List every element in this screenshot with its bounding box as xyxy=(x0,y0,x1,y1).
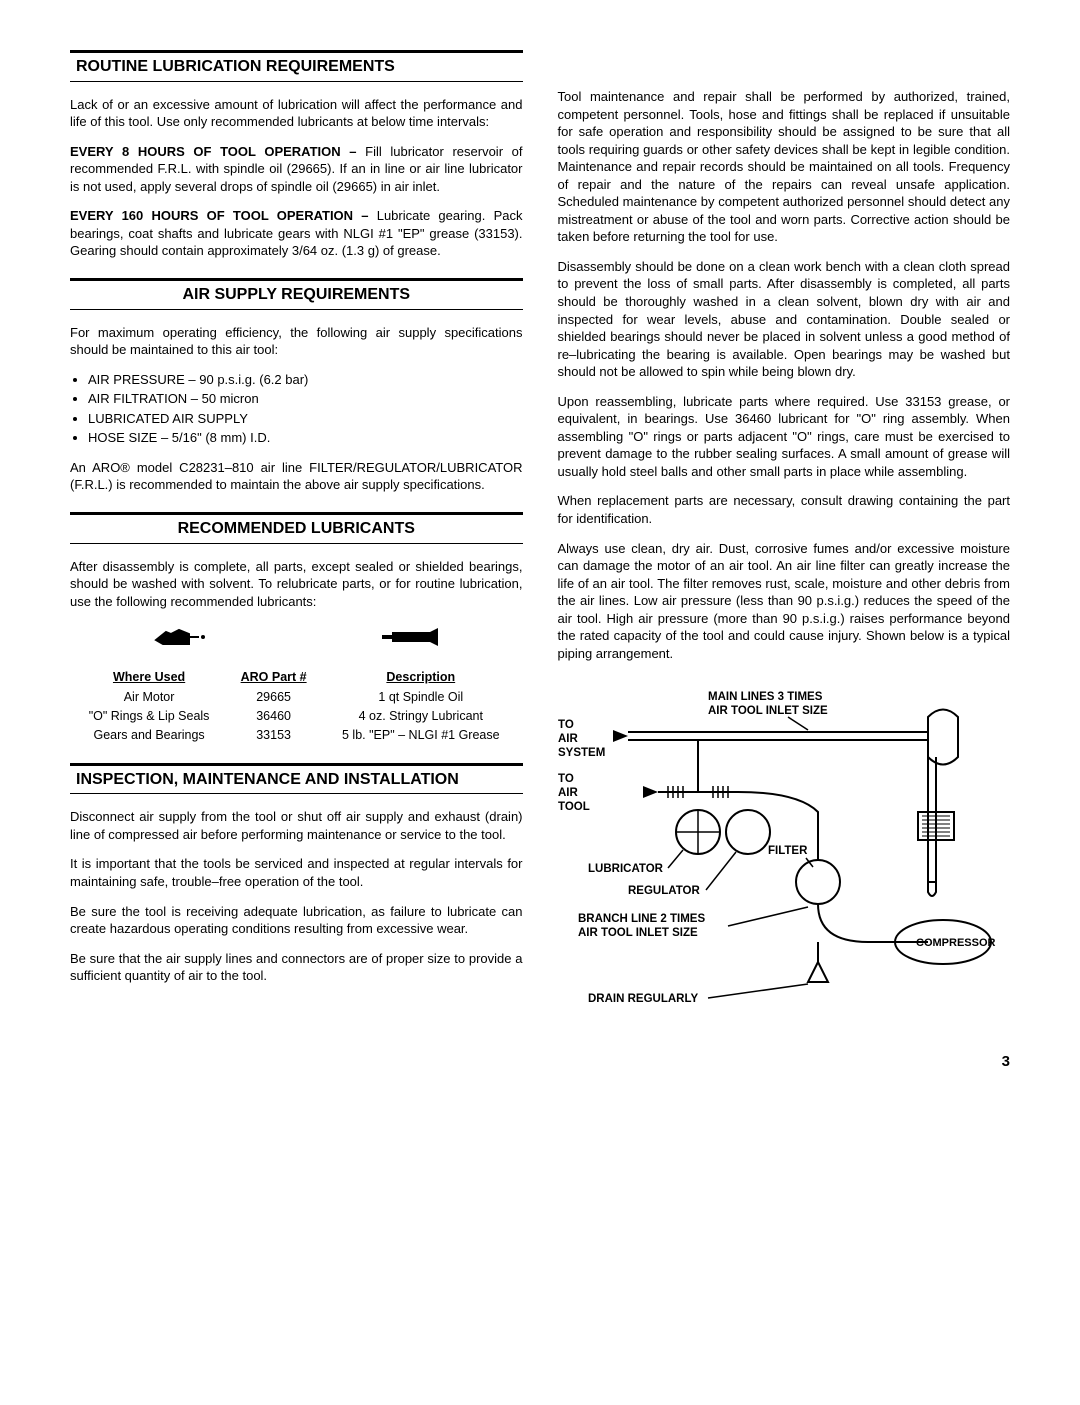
svg-text:AIR: AIR xyxy=(558,733,579,745)
lub-td: 1 qt Spindle Oil xyxy=(319,688,522,707)
lub-icons-row xyxy=(70,622,523,661)
air-bullets: AIR PRESSURE – 90 p.s.i.g. (6.2 bar) AIR… xyxy=(70,371,523,447)
lub-td: "O" Rings & Lip Seals xyxy=(70,707,228,726)
inspect-p1: Disconnect air supply from the tool or s… xyxy=(70,808,523,843)
svg-text:COMPRESSOR: COMPRESSOR xyxy=(916,937,996,949)
svg-text:TO: TO xyxy=(558,719,574,731)
air-bullet: AIR PRESSURE – 90 p.s.i.g. (6.2 bar) xyxy=(88,371,523,389)
diagram-label-mainlines: MAIN LINES 3 TIMES xyxy=(708,691,823,703)
lub-table: Where Used ARO Part # Description Air Mo… xyxy=(70,667,523,745)
svg-text:DRAIN REGULARLY: DRAIN REGULARLY xyxy=(588,993,698,1005)
routine-heading: ROUTINE LUBRICATION REQUIREMENTS xyxy=(70,50,523,82)
air-p2: An ARO® model C28231–810 air line FILTER… xyxy=(70,459,523,494)
lub-td: Air Motor xyxy=(70,688,228,707)
svg-text:BRANCH LINE 2 TIMES: BRANCH LINE 2 TIMES xyxy=(578,913,705,925)
lub-td: Gears and Bearings xyxy=(70,726,228,745)
right-p3: Upon reassembling, lubricate parts where… xyxy=(558,393,1011,481)
inspect-heading: INSPECTION, MAINTENANCE AND INSTALLATION xyxy=(70,763,523,795)
lub-td: 36460 xyxy=(228,707,319,726)
svg-text:AIR TOOL INLET SIZE: AIR TOOL INLET SIZE xyxy=(578,927,698,939)
lub-th: Where Used xyxy=(70,667,228,688)
inspect-p2: It is important that the tools be servic… xyxy=(70,855,523,890)
routine-p3-bold: EVERY 160 HOURS OF TOOL OPERATION – xyxy=(70,208,369,223)
inspect-p3: Be sure the tool is receiving adequate l… xyxy=(70,903,523,938)
table-row: Gears and Bearings 33153 5 lb. "EP" – NL… xyxy=(70,726,523,745)
svg-text:AIR TOOL INLET SIZE: AIR TOOL INLET SIZE xyxy=(708,705,828,717)
grease-gun-icon xyxy=(372,622,442,661)
routine-p2: EVERY 8 HOURS OF TOOL OPERATION – Fill l… xyxy=(70,143,523,196)
table-row: "O" Rings & Lip Seals 36460 4 oz. String… xyxy=(70,707,523,726)
svg-text:AIR: AIR xyxy=(558,787,579,799)
lub-th: ARO Part # xyxy=(228,667,319,688)
piping-diagram-svg: MAIN LINES 3 TIMES AIR TOOL INLET SIZE T… xyxy=(558,682,998,1022)
lub-td: 29665 xyxy=(228,688,319,707)
right-p5: Always use clean, dry air. Dust, corrosi… xyxy=(558,540,1011,663)
lub-td: 33153 xyxy=(228,726,319,745)
lub-th: Description xyxy=(319,667,522,688)
svg-text:LUBRICATOR: LUBRICATOR xyxy=(588,863,664,875)
piping-diagram: MAIN LINES 3 TIMES AIR TOOL INLET SIZE T… xyxy=(558,682,998,1022)
lub-p1: After disassembly is complete, all parts… xyxy=(70,558,523,611)
inspect-p4: Be sure that the air supply lines and co… xyxy=(70,950,523,985)
svg-text:REGULATOR: REGULATOR xyxy=(628,885,700,897)
lub-heading: RECOMMENDED LUBRICANTS xyxy=(70,512,523,544)
svg-text:TOOL: TOOL xyxy=(558,801,590,813)
oil-can-icon xyxy=(151,622,211,661)
page-number: 3 xyxy=(70,1052,1010,1072)
air-bullet: AIR FILTRATION – 50 micron xyxy=(88,390,523,408)
routine-p1: Lack of or an excessive amount of lubric… xyxy=(70,96,523,131)
svg-text:FILTER: FILTER xyxy=(768,845,808,857)
air-bullet: HOSE SIZE – 5/16" (8 mm) I.D. xyxy=(88,429,523,447)
lub-td: 5 lb. "EP" – NLGI #1 Grease xyxy=(319,726,522,745)
svg-text:SYSTEM: SYSTEM xyxy=(558,747,605,759)
air-bullet: LUBRICATED AIR SUPPLY xyxy=(88,410,523,428)
svg-text:TO: TO xyxy=(558,773,574,785)
table-row: Air Motor 29665 1 qt Spindle Oil xyxy=(70,688,523,707)
routine-p3: EVERY 160 HOURS OF TOOL OPERATION – Lubr… xyxy=(70,207,523,260)
air-p1: For maximum operating efficiency, the fo… xyxy=(70,324,523,359)
right-p1: Tool maintenance and repair shall be per… xyxy=(558,88,1011,246)
air-heading: AIR SUPPLY REQUIREMENTS xyxy=(70,278,523,310)
lub-td: 4 oz. Stringy Lubricant xyxy=(319,707,522,726)
routine-p2-bold: EVERY 8 HOURS OF TOOL OPERATION – xyxy=(70,144,357,159)
right-p4: When replacement parts are necessary, co… xyxy=(558,492,1011,527)
right-p2: Disassembly should be done on a clean wo… xyxy=(558,258,1011,381)
